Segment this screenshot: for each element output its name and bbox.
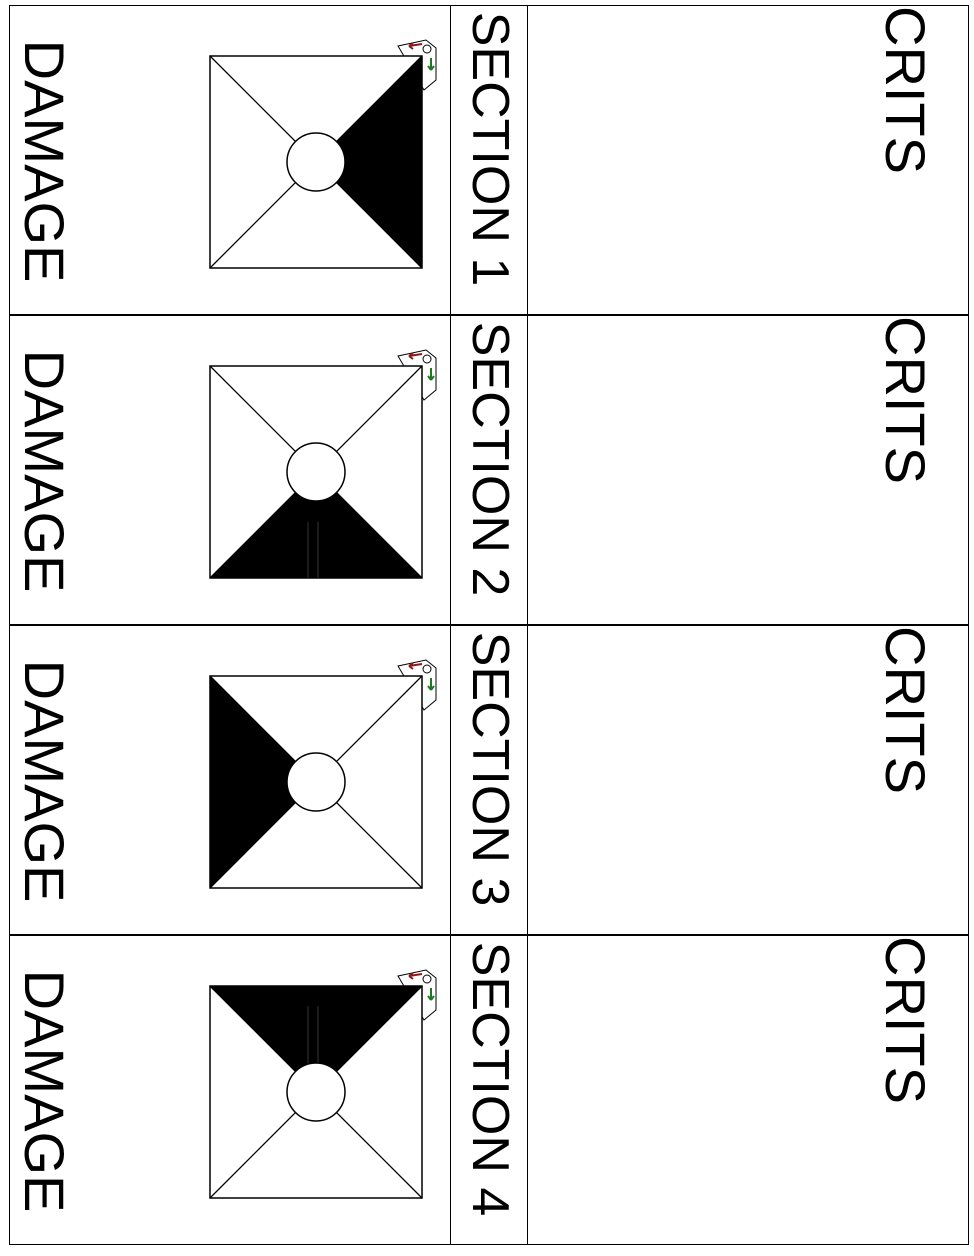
- damage-label: DAMAGE: [13, 349, 76, 593]
- tag-hole-icon: [422, 354, 432, 364]
- crits-cell[interactable]: CRITS: [527, 625, 969, 935]
- crits-cell[interactable]: CRITS: [527, 5, 969, 315]
- shaded-wedge: [210, 472, 422, 578]
- square-quadrant-diagram-icon: [209, 39, 437, 269]
- section-label: SECTION 2: [461, 321, 519, 597]
- damage-label: DAMAGE: [13, 969, 76, 1213]
- tag-hole-icon: [422, 664, 432, 674]
- damage-cell[interactable]: DAMAGE: [9, 625, 451, 935]
- red-arrow-icon: [408, 42, 423, 50]
- square-quadrant-diagram-icon: [209, 969, 437, 1199]
- section-row-1: DAMAGE SECTION 1 CRITS: [9, 5, 969, 315]
- damage-cell[interactable]: DAMAGE: [9, 315, 451, 625]
- section-label: SECTION 1: [461, 11, 519, 287]
- section-row-4: DAMAGE SECTION 4 CRITS: [9, 935, 969, 1245]
- crits-cell[interactable]: CRITS: [527, 935, 969, 1245]
- crits-label: CRITS: [874, 6, 937, 174]
- section-label-cell: SECTION 1: [450, 5, 528, 315]
- square-quadrant-diagram-icon: [209, 349, 437, 579]
- green-arrow-icon: [427, 368, 435, 381]
- section-row-3: DAMAGE SECTION 3 CRITS: [9, 625, 969, 935]
- shaded-wedge: [210, 676, 316, 888]
- red-arrow-icon: [408, 352, 423, 360]
- red-arrow-icon: [408, 662, 423, 670]
- square-quadrant-diagram-icon: [209, 659, 437, 889]
- section-label: SECTION 4: [461, 941, 519, 1217]
- center-circle: [286, 1062, 346, 1122]
- center-circle: [286, 752, 346, 812]
- green-arrow-icon: [427, 58, 435, 71]
- crits-label: CRITS: [874, 936, 937, 1104]
- record-sheet: DAMAGE SECTION 1 CRITS DAMAGE SECTION 2 …: [9, 5, 969, 1245]
- green-arrow-icon: [427, 988, 435, 1001]
- section-label: SECTION 3: [461, 631, 519, 907]
- section-label-cell: SECTION 3: [450, 625, 528, 935]
- center-circle: [286, 132, 346, 192]
- section-row-2: DAMAGE SECTION 2 CRITS: [9, 315, 969, 625]
- section-label-cell: SECTION 4: [450, 935, 528, 1245]
- shaded-wedge: [210, 986, 422, 1092]
- section-label-cell: SECTION 2: [450, 315, 528, 625]
- red-arrow-icon: [408, 972, 423, 980]
- center-circle: [286, 442, 346, 502]
- damage-cell[interactable]: DAMAGE: [9, 935, 451, 1245]
- damage-label: DAMAGE: [13, 39, 76, 283]
- damage-label: DAMAGE: [13, 659, 76, 903]
- tag-hole-icon: [422, 974, 432, 984]
- crits-cell[interactable]: CRITS: [527, 315, 969, 625]
- tag-hole-icon: [422, 44, 432, 54]
- damage-cell[interactable]: DAMAGE: [9, 5, 451, 315]
- crits-label: CRITS: [874, 316, 937, 484]
- green-arrow-icon: [427, 678, 435, 691]
- shaded-wedge: [316, 56, 422, 268]
- crits-label: CRITS: [874, 626, 937, 794]
